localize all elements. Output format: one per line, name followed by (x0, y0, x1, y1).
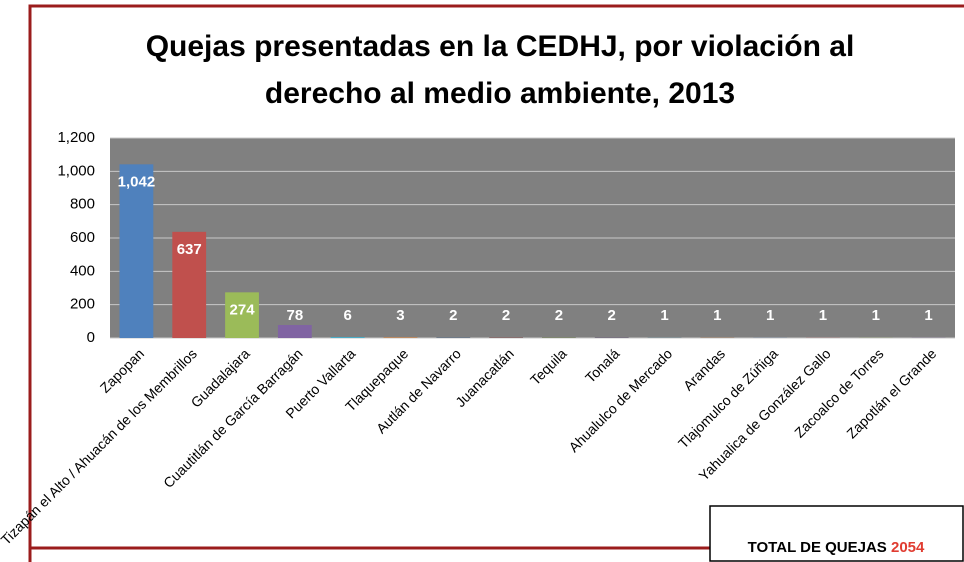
chart-title: Quejas presentadas en la CEDHJ, por viol… (146, 30, 855, 63)
y-tick-label: 1,200 (57, 129, 95, 146)
total-value: 2054 (891, 539, 925, 556)
x-tick-label: Zapotlán el Grande (843, 345, 939, 441)
data-label: 1 (924, 307, 932, 324)
x-tick-label: Zapopan (97, 345, 147, 395)
x-tick-label: Tequila (527, 345, 570, 388)
data-label: 78 (287, 307, 304, 324)
bar (119, 164, 154, 338)
data-label: 2 (449, 307, 457, 324)
frame (28, 4, 964, 562)
data-label: 2 (502, 307, 510, 324)
y-tick-label: 400 (70, 262, 95, 279)
y-tick-label: 600 (70, 229, 95, 246)
total: TOTAL DE QUEJAS 2054 (748, 539, 925, 556)
data-label: 3 (396, 307, 404, 324)
data-label: 1,042 (118, 173, 156, 190)
data-label: 637 (177, 241, 202, 258)
y-tick-label: 800 (70, 196, 95, 213)
data-label: 1 (713, 307, 721, 324)
total-box (709, 505, 964, 562)
x-tick-label: Arandas (680, 345, 728, 393)
bar (172, 231, 207, 338)
x-tick-label: Tonalá (582, 345, 623, 386)
data-label: 1 (660, 307, 668, 324)
x-tick-label: Ahualulco de Mercado (565, 345, 675, 455)
x-tick-label: Zacoalco de Torres (791, 345, 886, 440)
y-tick-label: 1,000 (57, 162, 95, 179)
y-tick-label: 0 (87, 329, 95, 346)
chart-title: derecho al medio ambiente, 2013 (265, 77, 735, 110)
bar (330, 337, 365, 338)
data-label: 2 (555, 307, 563, 324)
bar (225, 292, 259, 338)
data-label: 1 (819, 307, 827, 324)
data-label: 6 (343, 307, 351, 324)
total-label: TOTAL DE QUEJAS (748, 539, 887, 556)
bar (383, 337, 418, 338)
bar (277, 325, 312, 338)
data-label: 1 (872, 307, 880, 324)
data-label: 2 (608, 307, 616, 324)
data-label: 1 (766, 307, 774, 324)
x-tick-label: Tlajomulco de Zúñiga (675, 345, 781, 451)
y-tick-label: 200 (70, 296, 95, 313)
data-label: 274 (230, 301, 256, 318)
